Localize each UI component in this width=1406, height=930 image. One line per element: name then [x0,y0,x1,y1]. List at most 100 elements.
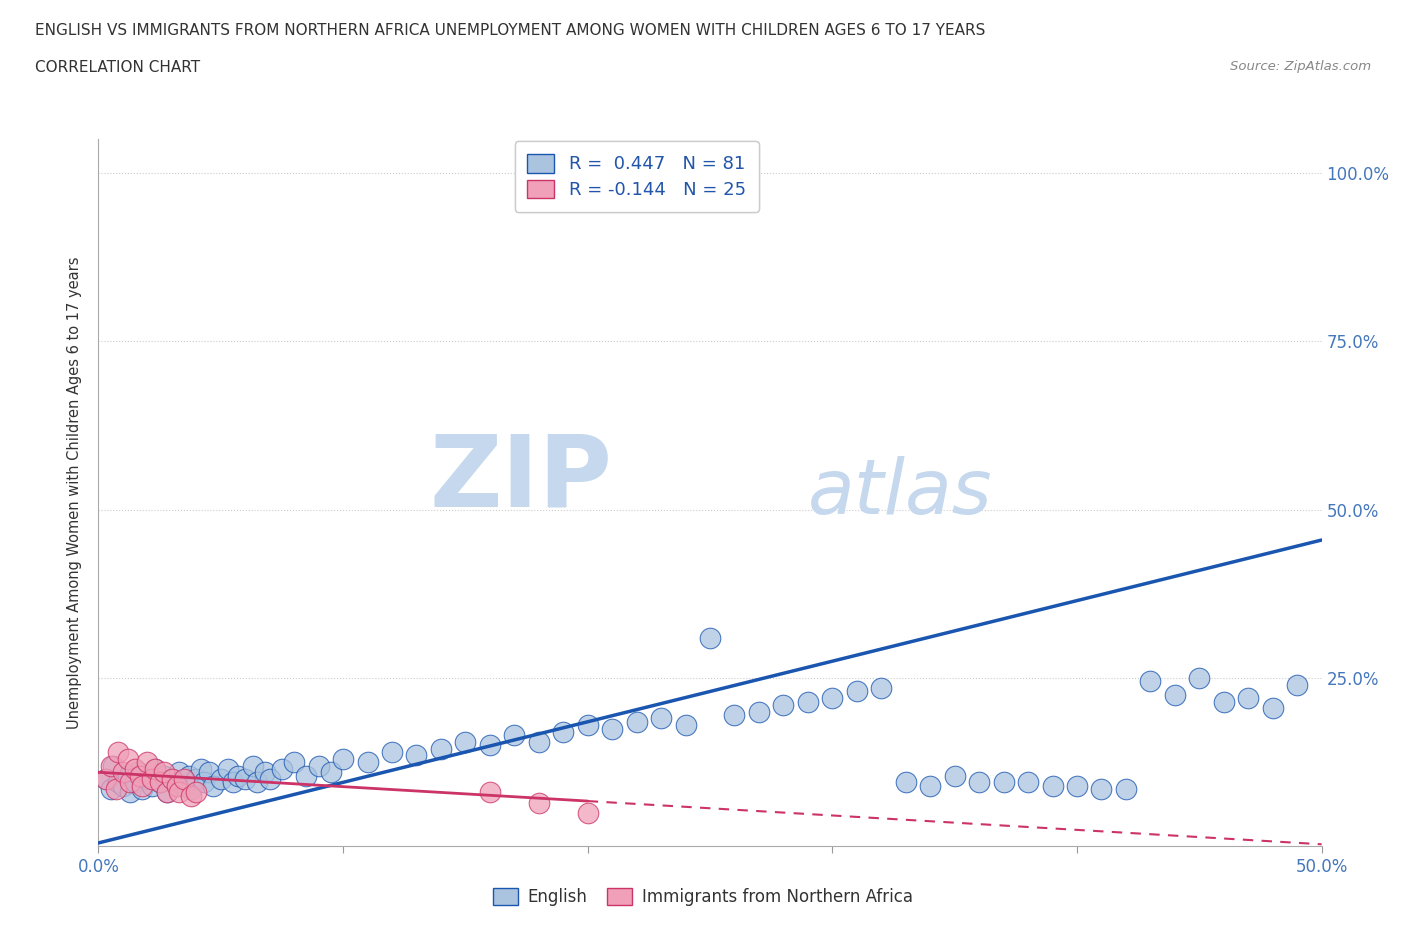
Point [797,694,820,709]
Point [1042,778,1064,793]
Point [104,781,127,796]
Point [356,755,378,770]
Point [1139,674,1161,689]
Text: ENGLISH VS IMMIGRANTS FROM NORTHERN AFRICA UNEMPLOYMENT AMONG WOMEN WITH CHILDRE: ENGLISH VS IMMIGRANTS FROM NORTHERN AFRI… [35,23,986,38]
Point [107,775,129,790]
Point [308,758,330,773]
Point [136,755,159,770]
Point [160,772,183,787]
Point [156,785,179,800]
Point [209,772,232,787]
Point [149,775,172,790]
Point [141,778,163,793]
Point [190,762,212,777]
Point [430,741,453,756]
Point [1115,781,1137,796]
Point [167,785,190,800]
Point [233,772,256,787]
Point [675,718,697,733]
Point [772,698,794,712]
Point [527,795,550,810]
Point [143,762,166,777]
Point [193,775,215,790]
Point [576,718,599,733]
Point [124,775,146,790]
Point [197,764,219,779]
Point [699,631,721,645]
Point [129,768,152,783]
Point [503,728,526,743]
Point [405,748,427,763]
Point [1188,671,1211,685]
Point [626,714,648,729]
Point [124,762,146,777]
Text: ZIP: ZIP [429,431,612,527]
Point [723,708,745,723]
Point [111,778,134,793]
Point [160,772,183,787]
Point [821,691,844,706]
Y-axis label: Unemployment Among Women with Children Ages 6 to 17 years: Unemployment Among Women with Children A… [67,257,83,729]
Text: Source: ZipAtlas.com: Source: ZipAtlas.com [1230,60,1371,73]
Point [217,762,239,777]
Point [186,785,208,800]
Point [156,785,179,800]
Point [993,775,1015,790]
Point [173,772,195,787]
Point [143,762,166,777]
Point [1286,677,1309,692]
Point [478,737,501,752]
Point [226,768,249,783]
Point [270,762,294,777]
Point [748,704,770,719]
Point [94,772,117,787]
Point [100,758,122,773]
Point [131,781,153,796]
Point [111,764,134,779]
Point [246,775,269,790]
Point [242,758,264,773]
Point [153,768,176,783]
Point [153,764,176,779]
Point [173,778,195,793]
Point [381,745,404,760]
Legend: R =  0.447   N = 81, R = -0.144   N = 25: R = 0.447 N = 81, R = -0.144 N = 25 [515,141,759,212]
Point [180,781,202,796]
Point [967,775,990,790]
Point [894,775,917,790]
Point [131,778,153,793]
Point [127,764,149,779]
Point [527,735,550,750]
Point [166,778,188,793]
Point [253,764,276,779]
Point [141,772,163,787]
Point [107,745,129,760]
Point [454,735,477,750]
Point [1237,691,1260,706]
Point [845,684,868,699]
Point [101,758,124,773]
Point [149,775,172,790]
Point [283,755,305,770]
Point [332,751,354,766]
Point [117,768,139,783]
Point [600,721,623,736]
Text: atlas: atlas [808,456,993,530]
Point [576,805,599,820]
Point [1090,781,1112,796]
Point [1017,775,1039,790]
Point [136,772,159,787]
Point [222,775,245,790]
Point [120,775,142,790]
Point [167,764,190,779]
Point [120,785,142,800]
Point [920,778,942,793]
Point [295,768,318,783]
Point [259,772,281,787]
Legend: English, Immigrants from Northern Africa: English, Immigrants from Northern Africa [486,881,920,912]
Point [478,785,501,800]
Point [186,772,208,787]
Point [650,711,672,725]
Point [117,751,139,766]
Point [1164,687,1187,702]
